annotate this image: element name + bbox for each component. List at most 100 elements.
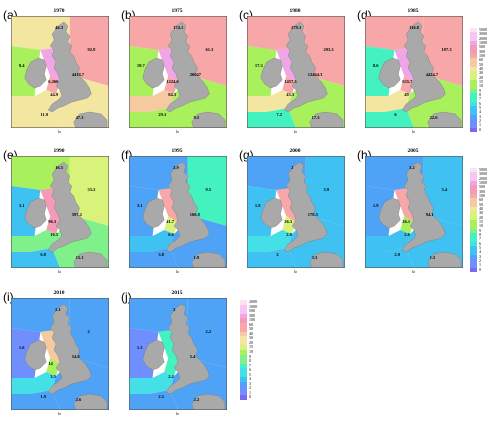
france-landmass <box>309 111 344 128</box>
colorbar-segment <box>470 267 477 273</box>
region-value-label: 1457.3 <box>284 78 297 84</box>
region-value-label: 5.4 <box>189 354 196 359</box>
region-value-label: 2 <box>87 329 90 335</box>
region-south <box>247 108 296 128</box>
colorbar-segment <box>470 181 477 186</box>
map-frame <box>11 156 109 268</box>
region-value-label: 61.3 <box>205 47 214 53</box>
region-south <box>129 390 178 410</box>
map-tick-label: lo <box>58 269 62 274</box>
panel-1985: (d) 1985 116.8 107.3 8.6 4424.7 635.7 49 6 22.6 lo <box>357 8 463 142</box>
colorbar-segment <box>470 80 477 85</box>
region-southwest <box>247 90 293 112</box>
region-value-label: 84.3 <box>168 92 177 98</box>
map-1995: 2.9 9.5 3.1 160.8 41.7 6.6 3.8 1.9 lo <box>129 156 227 274</box>
region-value-label: 1.5 <box>429 254 436 260</box>
great-britain-landmass <box>401 21 446 113</box>
region-value-label: 47.3 <box>75 114 84 120</box>
region-southwest <box>11 230 57 252</box>
colorbar-2010-2015: 2000 1000 500 300 100 60 50 40 30 20 15 10 9 8 7 6 5 4 3 2 1… <box>240 299 264 401</box>
region-value-label: 26.3 <box>284 218 293 224</box>
ireland-landmass <box>142 197 165 229</box>
colorbar-label: 2000 <box>479 35 487 41</box>
colorbar-segment <box>470 41 477 46</box>
france-landmass <box>73 251 108 268</box>
region-value-label: 12464.3 <box>307 72 323 77</box>
colorbar-label: 50 <box>479 201 483 207</box>
colorbar-segment <box>240 363 247 369</box>
colorbar-segment <box>470 254 477 260</box>
colorbar-label: 7 <box>249 362 251 368</box>
region-value-label: 2.8 <box>286 232 292 238</box>
colorbar-label: 3 <box>479 113 481 119</box>
ireland-landmass <box>378 197 401 229</box>
colorbar-label: 3 <box>249 380 251 386</box>
colorbar-segment <box>240 381 247 387</box>
great-britain-landmass <box>47 161 92 253</box>
panel-2010: (i) 2010 2.1 2 1.6 54.6 14 3.5 1.9 2.6 lo <box>3 290 109 424</box>
colorbar-label: 300 <box>249 312 255 318</box>
map-frame <box>247 156 345 268</box>
colorbar-label: 2 <box>479 258 481 263</box>
ireland-landmass <box>24 339 47 371</box>
map-1985: 116.8 107.3 8.6 4424.7 635.7 49 6 22.6 lo <box>365 16 463 134</box>
panel-year: 1970 <box>53 8 65 14</box>
region-value-label: 9.5 <box>193 114 200 120</box>
colorbar-label: 5000 <box>479 27 487 32</box>
region-south <box>129 248 178 268</box>
colorbar-label: 60 <box>479 57 483 63</box>
colorbar-label: 100 <box>479 193 485 198</box>
colorbar-label: 1 <box>479 122 481 128</box>
colorbar-segment <box>470 84 477 89</box>
colorbar-label: 500 <box>479 44 485 50</box>
map-frame <box>11 16 109 128</box>
colorbar-label: 1000 <box>479 180 487 185</box>
map-frame <box>365 16 463 128</box>
colorbar-segment <box>470 224 477 229</box>
colorbar-label: 0 <box>479 266 481 272</box>
region-value-label: 3.1 <box>18 203 25 209</box>
colorbar-label: 2 <box>479 118 481 123</box>
map-tick-label: lo <box>176 269 180 274</box>
colorbar-segment <box>470 259 477 264</box>
colorbar-label: 7 <box>479 236 481 242</box>
colorbar-label: 3 <box>479 253 481 259</box>
colorbar-label: 9 <box>249 353 251 359</box>
panel-year: 1990 <box>53 148 65 154</box>
region-value-label: 1.6 <box>18 345 25 351</box>
region-southwest <box>129 372 175 394</box>
region-value-label: 22.6 <box>429 114 438 120</box>
region-value-label: 2.2 <box>168 374 174 380</box>
region-southwest <box>247 230 293 252</box>
colorbar-segment <box>470 127 477 133</box>
map-tick-label: lo <box>294 269 298 274</box>
colorbar-segment <box>470 123 477 128</box>
great-britain-landmass <box>47 303 92 395</box>
colorbar-label: 0 <box>479 126 481 132</box>
region-value-label: 2.1 <box>55 306 61 312</box>
region-south <box>11 248 60 268</box>
region-value-label: 9.5 <box>205 187 212 193</box>
region-value-label: 1.9 <box>372 203 379 209</box>
colorbar-segment <box>470 194 477 199</box>
region-value-label: 6.8 <box>40 252 47 258</box>
france-landmass <box>309 251 344 268</box>
colorbar-segment <box>470 250 477 255</box>
colorbar-segment <box>240 386 247 392</box>
map-1990: 16.5 33.2 3.1 597.2 96.3 10.5 6.8 15.1 lo <box>11 156 109 274</box>
colorbar-segment <box>470 28 477 33</box>
colorbar-segment <box>470 36 477 42</box>
region-value-label: 7.2 <box>276 112 283 118</box>
panel-1995: (f) 1995 2.9 9.5 3.1 160.8 41.7 6.6 3.8 1.9 lo <box>121 148 227 282</box>
colorbar-segment <box>240 354 247 360</box>
region-value-label: 2.2 <box>193 396 200 402</box>
map-frame <box>247 16 345 128</box>
colorbar-label: 50 <box>249 326 253 332</box>
colorbar-label: 6 <box>249 367 251 373</box>
panel-1980: (c) 1980 279.3 293.3 17.3 12464.3 1457.3 43.3 7.… <box>239 8 345 142</box>
region-value-label: 4424.7 <box>425 72 439 77</box>
region-value-label: 2.6 <box>75 396 82 402</box>
colorbar-segment <box>470 93 477 98</box>
region-value-label: 11.9 <box>40 112 49 118</box>
colorbar-label: 50 <box>479 61 483 67</box>
